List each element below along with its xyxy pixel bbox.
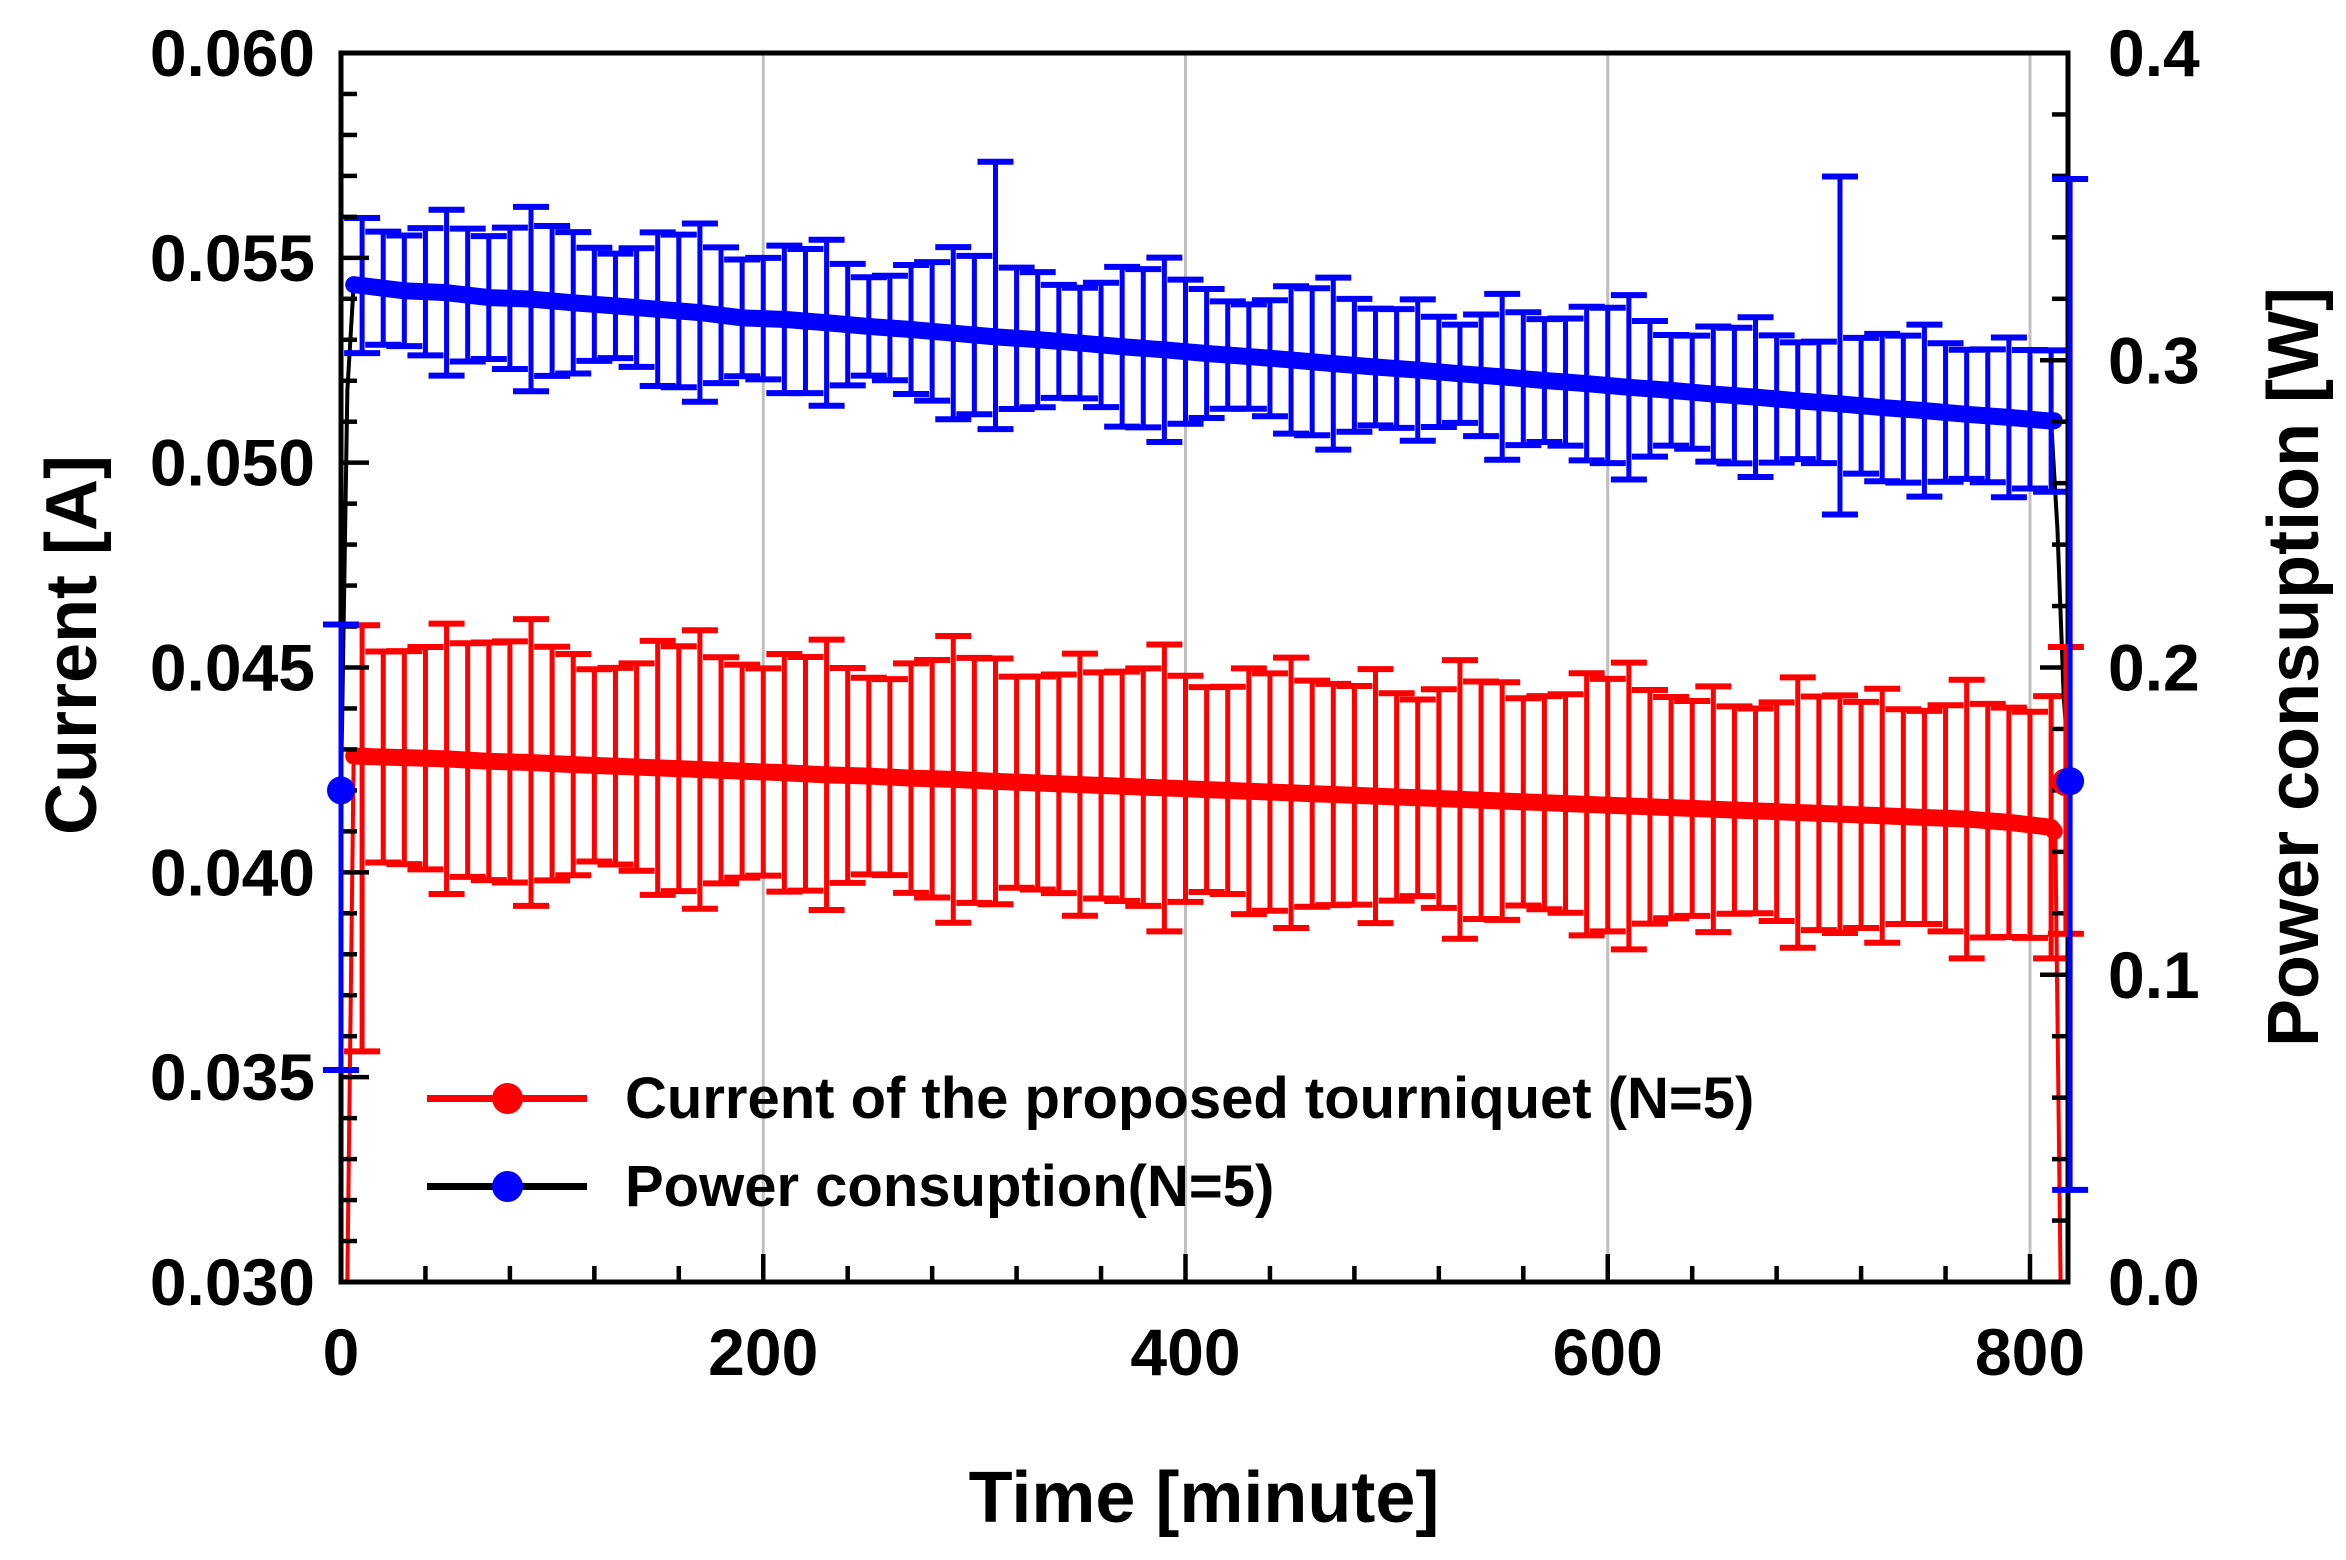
x-tick-label: 200 — [708, 1315, 818, 1389]
current-marker-icon — [492, 1083, 523, 1114]
power-point-marker — [2056, 767, 2085, 796]
endpoint-layer — [323, 175, 2089, 1193]
axes-frame: 0.030 0.035 0.040 0.045 0.050 0.055 0.060 0.0 0.… — [150, 16, 2200, 1389]
y-right-tick-label: 0.0 — [2108, 1245, 2200, 1319]
y-left-tick-label: 0.055 — [150, 221, 315, 295]
right-axis-title: Power consuption [W] — [2254, 287, 2334, 1047]
y-right-tick-label: 0.3 — [2108, 323, 2200, 397]
y-left-tick-label: 0.030 — [150, 1245, 315, 1319]
y-right-tick-label: 0.4 — [2108, 16, 2200, 90]
y-right-tick-label: 0.2 — [2108, 631, 2200, 705]
legend-entry-power: Power consuption(N=5) — [427, 1153, 1754, 1219]
legend-entry-current: Current of the proposed tourniquet (N=5) — [427, 1065, 1755, 1131]
y-right-tick-label: 0.1 — [2108, 938, 2200, 1012]
legend-sample-power — [427, 1154, 587, 1218]
x-tick-label: 600 — [1553, 1315, 1663, 1389]
legend-label-power: Power consuption(N=5) — [625, 1153, 1275, 1219]
y-left-tick-label: 0.060 — [150, 16, 315, 90]
y-left-tick-label: 0.040 — [150, 835, 315, 909]
legend-label-current: Current of the proposed tourniquet (N=5) — [625, 1065, 1755, 1131]
y-left-tick-label: 0.050 — [150, 426, 315, 500]
legend: Current of the proposed tourniquet (N=5)… — [427, 1066, 1754, 1242]
y-left-tick-label: 0.035 — [150, 1040, 315, 1114]
legend-sample-current — [427, 1066, 587, 1130]
current-marker-band — [345, 747, 2063, 840]
x-tick-label: 0 — [323, 1315, 360, 1389]
y-left-tick-label: 0.045 — [150, 631, 315, 705]
x-tick-label: 800 — [1975, 1315, 2085, 1389]
x-axis-title: Time [minute] — [968, 1458, 1440, 1538]
left-axis-title: Current [A] — [32, 455, 112, 835]
x-tick-label: 400 — [1130, 1315, 1240, 1389]
power-marker-icon — [492, 1171, 523, 1202]
power-marker-band — [345, 276, 2063, 430]
series-layer — [339, 158, 2073, 1283]
power-point-marker — [327, 776, 355, 805]
